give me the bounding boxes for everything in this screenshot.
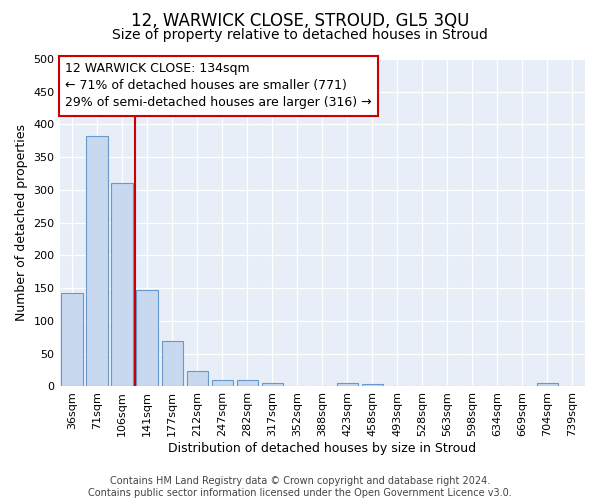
Bar <box>262 383 283 386</box>
Bar <box>236 380 258 386</box>
Bar <box>187 370 208 386</box>
Text: 12, WARWICK CLOSE, STROUD, GL5 3QU: 12, WARWICK CLOSE, STROUD, GL5 3QU <box>131 12 469 30</box>
Bar <box>161 340 183 386</box>
Bar <box>537 383 558 386</box>
Bar <box>212 380 233 386</box>
Bar <box>61 293 83 386</box>
Bar <box>362 384 383 386</box>
Bar <box>112 184 133 386</box>
Y-axis label: Number of detached properties: Number of detached properties <box>15 124 28 321</box>
Bar <box>86 136 108 386</box>
Text: Size of property relative to detached houses in Stroud: Size of property relative to detached ho… <box>112 28 488 42</box>
Bar <box>136 290 158 386</box>
Bar <box>337 383 358 386</box>
Text: Contains HM Land Registry data © Crown copyright and database right 2024.
Contai: Contains HM Land Registry data © Crown c… <box>88 476 512 498</box>
X-axis label: Distribution of detached houses by size in Stroud: Distribution of detached houses by size … <box>168 442 476 455</box>
Text: 12 WARWICK CLOSE: 134sqm
← 71% of detached houses are smaller (771)
29% of semi-: 12 WARWICK CLOSE: 134sqm ← 71% of detach… <box>65 62 371 110</box>
